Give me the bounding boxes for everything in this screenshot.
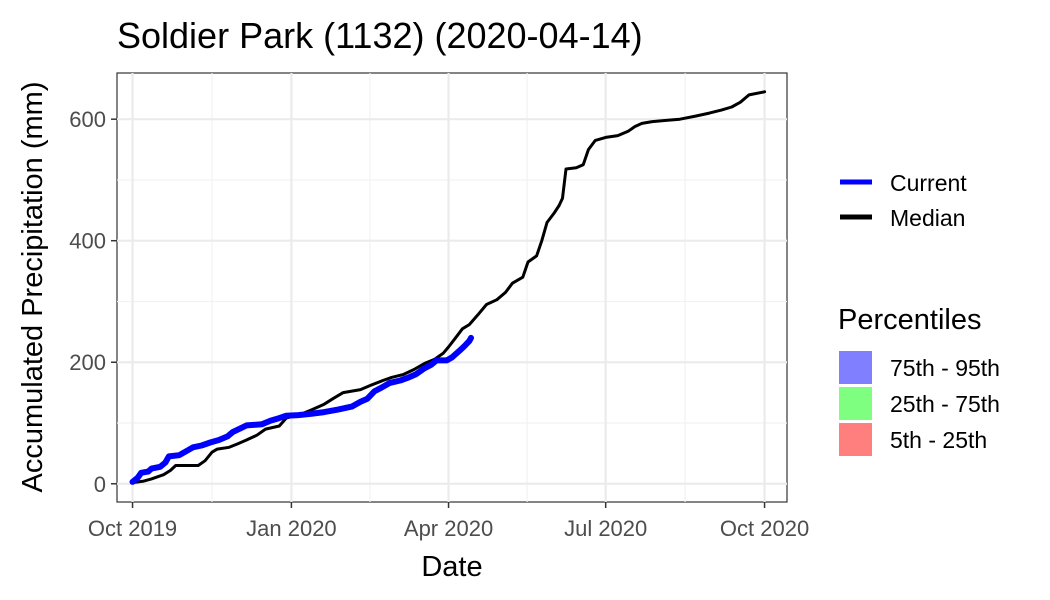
x-tick-label: Oct 2019 bbox=[88, 516, 177, 541]
y-tick-label: 600 bbox=[69, 107, 106, 132]
legend-label-median: Median bbox=[890, 205, 965, 231]
series-line-median bbox=[131, 90, 767, 485]
x-tick-label: Oct 2020 bbox=[720, 516, 809, 541]
legend-item-median: Median bbox=[840, 205, 965, 231]
legend-item-p25-75: 25th - 75th bbox=[839, 387, 1000, 420]
plot-border bbox=[116, 72, 788, 503]
y-tick-label: 400 bbox=[69, 229, 106, 254]
x-tick-label: Apr 2020 bbox=[404, 516, 493, 541]
legend-item-p75-95: 75th - 95th bbox=[839, 351, 1000, 384]
legend-item-p5-25: 5th - 25th bbox=[839, 423, 987, 456]
y-tick-label: 0 bbox=[94, 472, 106, 497]
chart-title: Soldier Park (1132) (2020-04-14) bbox=[117, 15, 643, 56]
legend-label-current: Current bbox=[890, 170, 967, 196]
series-line-current bbox=[129, 334, 474, 485]
plot-panel bbox=[116, 72, 788, 503]
y-tick-label: 200 bbox=[69, 350, 106, 375]
x-tick-label: Jan 2020 bbox=[246, 516, 337, 541]
x-axis: Oct 2019 Jan 2020 Apr 2020 Jul 2020 Oct 2020 bbox=[88, 502, 809, 541]
legend-item-current: Current bbox=[840, 170, 967, 196]
series-layer bbox=[129, 90, 767, 485]
legend-swatch-p25-75 bbox=[839, 387, 872, 420]
grid-minor bbox=[117, 73, 787, 502]
y-axis-title: Accumulated Precipitation (mm) bbox=[17, 82, 49, 493]
x-tick-label: Jul 2020 bbox=[564, 516, 647, 541]
legend: Current Median Percentiles 75th - 95th 2… bbox=[838, 170, 1000, 456]
y-axis: 0 200 400 600 bbox=[69, 107, 117, 497]
legend-label-p5-25: 5th - 25th bbox=[890, 427, 987, 453]
legend-label-p25-75: 25th - 75th bbox=[890, 391, 1000, 417]
legend-swatch-p75-95 bbox=[839, 351, 872, 384]
legend-label-p75-95: 75th - 95th bbox=[890, 355, 1000, 381]
x-axis-title: Date bbox=[421, 551, 482, 583]
legend-swatch-p5-25 bbox=[839, 423, 872, 456]
legend-percentiles-title: Percentiles bbox=[838, 304, 981, 336]
